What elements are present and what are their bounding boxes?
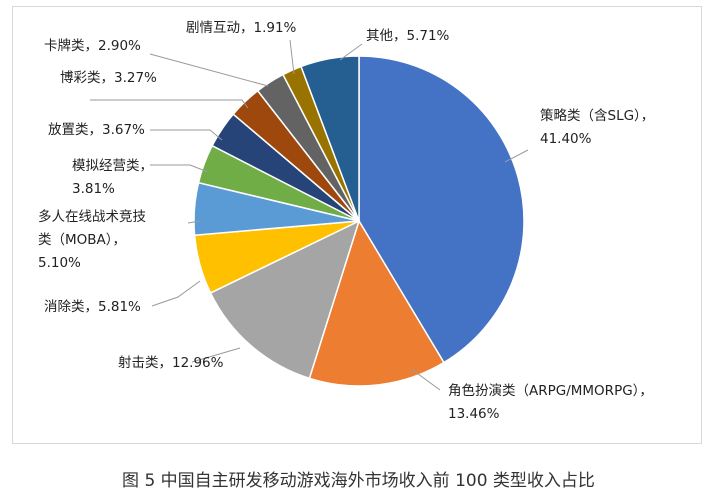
leader-line	[90, 99, 249, 109]
pie-slice	[209, 219, 361, 380]
leader-line	[191, 347, 241, 363]
slice-label: 策略类（含SLG）， 41.40%	[540, 107, 654, 147]
pie-slice	[308, 219, 445, 387]
pie-slice	[300, 55, 360, 222]
leader-line	[150, 129, 223, 141]
slice-label: 模拟经营类， 3.81%	[72, 158, 153, 197]
leader-line	[504, 149, 529, 163]
pie-slice	[358, 55, 525, 364]
leader-line	[339, 43, 363, 61]
slice-label: 多人在线战术竞技类（MOBA）， 5.10%	[38, 208, 146, 271]
slice-label: 卡牌类，2.90%	[44, 37, 141, 54]
slice-label: 消除类，5.81%	[44, 299, 141, 315]
slice-label: 角色扮演类（ARPG/MMORPG）， 13.46%	[448, 382, 653, 422]
slice-label: 剧情互动，1.91%	[186, 20, 297, 36]
slice-label: 放置类，3.67%	[48, 122, 145, 138]
leader-line	[289, 39, 295, 75]
leader-line	[187, 220, 201, 224]
leader-line	[151, 280, 201, 307]
figure-caption: 图 5 中国自主研发移动游戏海外市场收入前 100 类型收入占比	[122, 471, 595, 491]
pie-chart: 策略类（含SLG）， 41.40% 角色扮演类（ARPG/MMORPG）， 13.46…	[38, 20, 654, 422]
slice-label: 博彩类，3.27%	[60, 69, 157, 86]
leader-line	[149, 53, 269, 87]
leader-line	[150, 164, 209, 173]
slice-label: 其他，5.71%	[366, 28, 450, 44]
slice-label: 射击类，12.96%	[118, 355, 224, 371]
leader-line	[409, 367, 441, 391]
chart-frame	[12, 6, 702, 444]
